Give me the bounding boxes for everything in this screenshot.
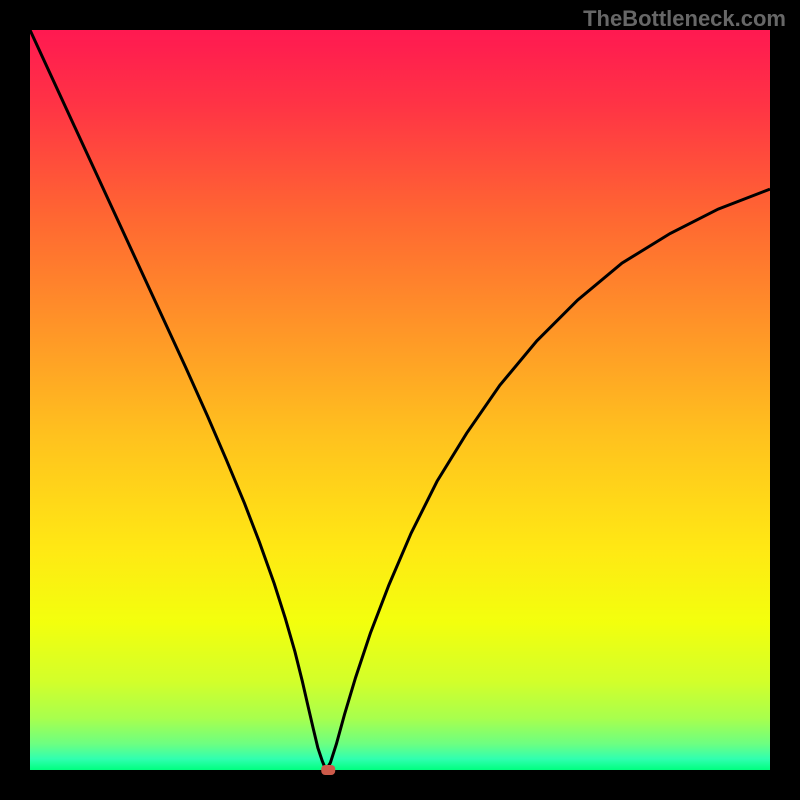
chart-container: TheBottleneck.com	[0, 0, 800, 800]
optimum-marker	[321, 765, 335, 775]
watermark-text: TheBottleneck.com	[583, 6, 786, 32]
plot-background	[30, 30, 770, 770]
bottleneck-chart	[0, 0, 800, 800]
